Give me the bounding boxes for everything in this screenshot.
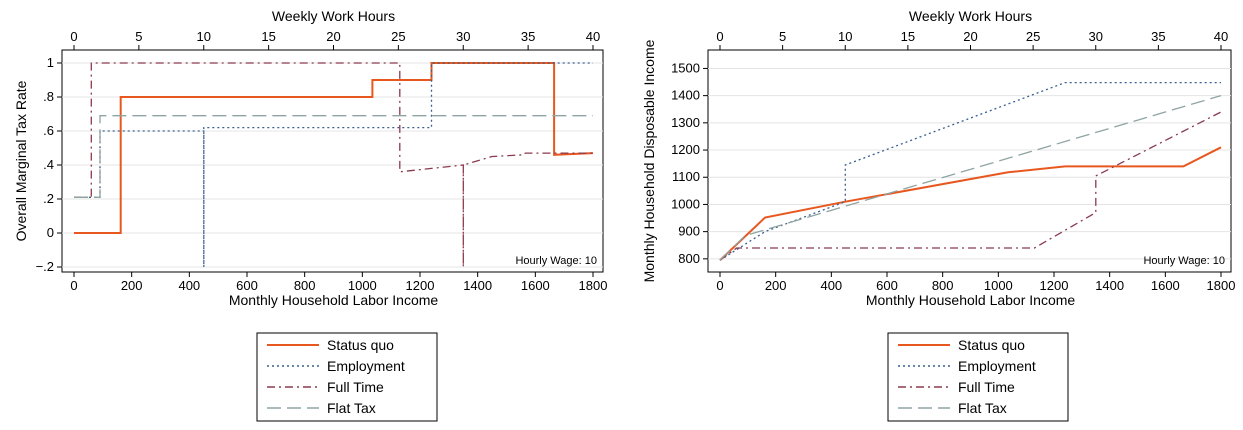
legend-label: Full Time xyxy=(958,379,1015,395)
legend-box xyxy=(256,332,438,422)
x-tick-label: 1200 xyxy=(1040,278,1069,293)
x-tick-label: 600 xyxy=(236,278,258,293)
x-axis-title: Monthly Household Labor Income xyxy=(866,292,1076,308)
x2-tick-label: 30 xyxy=(1089,29,1103,44)
series-line-status-quo xyxy=(719,146,1222,261)
y-tick-label: .6 xyxy=(43,123,54,138)
x2-tick-label: 10 xyxy=(197,29,211,44)
y-tick-label: .2 xyxy=(43,191,54,206)
x-tick-label: 1600 xyxy=(521,278,550,293)
x-tick-label: 200 xyxy=(121,278,143,293)
x2-tick-label: 0 xyxy=(716,29,723,44)
x2-tick-label: 10 xyxy=(838,29,852,44)
x-tick-label: 1400 xyxy=(463,278,492,293)
legend: Status quo Employment Full Time Flat Tax xyxy=(887,332,1069,422)
legend-label: Flat Tax xyxy=(958,400,1007,416)
x-tick-label: 1800 xyxy=(1207,278,1236,293)
x-tick-label: 1000 xyxy=(984,278,1013,293)
series-line-flat-tax xyxy=(719,94,1222,261)
y-tick-label: −.2 xyxy=(36,259,54,274)
x-tick-label: 200 xyxy=(765,278,787,293)
x-tick-label: 1400 xyxy=(1095,278,1124,293)
hourly-wage-note: Hourly Wage: 10 xyxy=(1143,255,1225,267)
legend-label: Full Time xyxy=(327,379,384,395)
x-tick-label: 1200 xyxy=(406,278,435,293)
y-tick-label: 1500 xyxy=(671,60,700,75)
x-axis-title: Monthly Household Labor Income xyxy=(229,292,439,308)
x2-axis-title: Weekly Work Hours xyxy=(272,8,395,24)
x2-tick-label: 35 xyxy=(1151,29,1165,44)
legend-label: Flat Tax xyxy=(327,400,376,416)
x2-tick-label: 20 xyxy=(326,29,340,44)
y-tick-label: .8 xyxy=(43,89,54,104)
x2-tick-label: 40 xyxy=(1214,29,1228,44)
x-tick-label: 800 xyxy=(932,278,954,293)
x2-tick-label: 25 xyxy=(391,29,405,44)
y-axis-title: Overall Marginal Tax Rate xyxy=(13,80,29,241)
x-tick-label: 800 xyxy=(294,278,316,293)
x-tick-label: 1800 xyxy=(579,278,608,293)
y-tick-label: .4 xyxy=(43,157,54,172)
x2-tick-label: 25 xyxy=(1026,29,1040,44)
plot-area xyxy=(61,49,604,273)
x-tick-label: 1600 xyxy=(1151,278,1180,293)
series-line-employment xyxy=(719,81,1221,261)
plot-area xyxy=(707,49,1232,273)
legend-label: Employment xyxy=(327,358,405,374)
x2-tick-label: 0 xyxy=(70,29,77,44)
chart-panel-1: 1.8.6.4.20−.20 200 400 600 800 1000 1200 1400 16… xyxy=(13,8,607,308)
legend-label: Status quo xyxy=(327,337,394,353)
y-tick-label: 1300 xyxy=(671,115,700,130)
legend: Status quo Employment Full Time Flat Tax xyxy=(256,332,438,422)
x-tick-label: 0 xyxy=(70,278,77,293)
x2-tick-label: 5 xyxy=(779,29,786,44)
y-tick-label: 0 xyxy=(47,225,54,240)
y-tick-label: 1100 xyxy=(672,169,700,184)
x2-tick-label: 30 xyxy=(456,29,470,44)
x2-tick-label: 20 xyxy=(963,29,977,44)
y-tick-label: 900 xyxy=(678,224,700,239)
y-tick-label: 1400 xyxy=(671,88,700,103)
series-line-status-quo xyxy=(74,62,594,234)
series-line-flat-tax xyxy=(74,115,593,198)
legend-box xyxy=(887,332,1069,422)
x2-axis-title: Weekly Work Hours xyxy=(909,8,1032,24)
x2-tick-label: 15 xyxy=(901,29,915,44)
x-tick-label: 400 xyxy=(178,278,200,293)
x-tick-label: 1000 xyxy=(348,278,377,293)
y-axis-title: Monthly Household Disposable Income xyxy=(641,39,657,282)
series-line-full-time xyxy=(74,62,593,267)
y-tick-label: 800 xyxy=(678,251,700,266)
x-tick-label: 600 xyxy=(876,278,898,293)
x-tick-label: 0 xyxy=(716,278,723,293)
x2-tick-label: 15 xyxy=(261,29,275,44)
legend-label: Status quo xyxy=(958,337,1025,353)
x2-tick-label: 35 xyxy=(521,29,535,44)
y-tick-label: 1200 xyxy=(671,142,700,157)
y-tick-label: 1000 xyxy=(671,196,700,211)
x2-tick-label: 5 xyxy=(135,29,142,44)
y-tick-label: 1 xyxy=(47,55,54,70)
legend-label: Employment xyxy=(958,358,1036,374)
x-tick-label: 400 xyxy=(820,278,842,293)
x2-tick-label: 40 xyxy=(586,29,600,44)
hourly-wage-note: Hourly Wage: 10 xyxy=(515,255,597,267)
